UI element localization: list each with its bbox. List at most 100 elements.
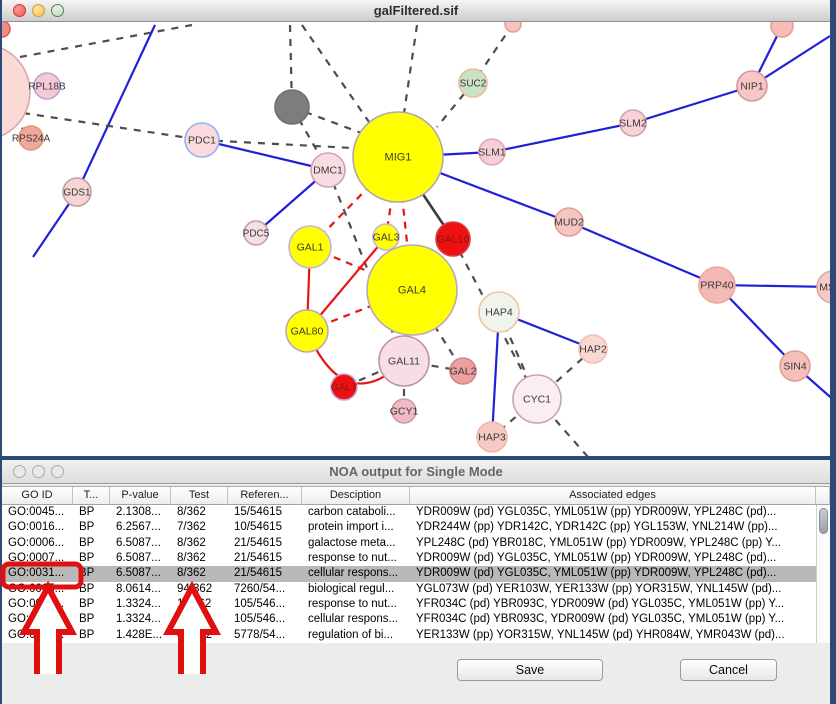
cell-r4-c3: 6.5087...: [116, 551, 161, 564]
node-MSL1[interactable]: [816, 270, 830, 304]
cell-r7-c3: 1.3324...: [116, 597, 161, 610]
node-label-GDS1: GDS1: [63, 188, 91, 199]
node-DMC1[interactable]: [310, 152, 346, 188]
minimize-button[interactable]: [32, 4, 45, 17]
node-GAL2[interactable]: [449, 357, 477, 385]
table-row-5[interactable]: GO:0031... BP 6.5087... 8/362 21/54615 cellul…: [2, 566, 816, 582]
column-header-p-value[interactable]: P-value: [110, 487, 171, 505]
node-label-SLM1: SLM1: [478, 147, 506, 159]
edge-blue: [632, 84, 753, 125]
network-canvas[interactable]: RPL18B RPS24A GDS1 PDC1 DMC1 MIG1 SUC2 SLM1 NIP1…: [2, 22, 830, 456]
node-GDS1[interactable]: [62, 177, 92, 207]
table-row-3[interactable]: GO:0006... BP 6.5087... 8/362 21/54615 galact…: [2, 535, 816, 551]
node-RPL18B[interactable]: [33, 72, 61, 100]
node-SLM2[interactable]: [619, 109, 647, 137]
node-GAL11[interactable]: [378, 335, 430, 387]
node-SIN4[interactable]: [779, 350, 811, 382]
node-topnode2[interactable]: [504, 22, 522, 33]
cell-r1-c6: carbon cataboli...: [308, 506, 396, 518]
table-header-row: GO ID T... P-value Test Referen... Desciption…: [2, 487, 830, 505]
cell-r4-c2: BP: [79, 551, 95, 564]
node-label-MSL1: MSL1: [819, 282, 830, 294]
cell-r3-c3: 6.5087...: [116, 536, 161, 549]
zoom-button[interactable]: [51, 4, 64, 17]
node-corner-red[interactable]: [2, 22, 11, 38]
column-header-t-[interactable]: T...: [73, 487, 110, 505]
node-label-CYC1: CYC1: [523, 394, 551, 406]
cell-r7-c6: response to nut...: [308, 597, 397, 610]
node-GAL1[interactable]: [288, 225, 332, 269]
node-HAP3[interactable]: [476, 421, 508, 453]
node-GAL80[interactable]: [285, 309, 329, 353]
node-gray-node[interactable]: [274, 89, 310, 125]
node-label-SUC2: SUC2: [460, 79, 487, 90]
node-label-RPS24A: RPS24A: [12, 134, 51, 145]
close-button[interactable]: [13, 4, 26, 17]
node-label-HAP2: HAP2: [579, 344, 607, 356]
node-SLM1[interactable]: [478, 138, 506, 166]
cell-r6-c1: GO:0065...: [8, 582, 65, 595]
node-RPS24A[interactable]: [18, 125, 44, 151]
node-label-HAP3: HAP3: [478, 432, 506, 444]
cell-r5-c1: GO:0031...: [8, 567, 65, 580]
node-GCY1[interactable]: [391, 398, 417, 424]
column-header-test[interactable]: Test: [171, 487, 228, 505]
cell-r8-c2: BP: [79, 613, 95, 626]
edge-blue: [568, 220, 718, 287]
column-header-associated-edges[interactable]: Associated edges: [410, 487, 816, 505]
node-PDC1[interactable]: [184, 122, 220, 158]
node-NIP1[interactable]: [736, 70, 768, 102]
node-GAL10[interactable]: [435, 221, 471, 257]
vertical-scrollbar[interactable]: [816, 505, 830, 643]
column-header-go-id[interactable]: GO ID: [2, 487, 73, 505]
table-row-1[interactable]: GO:0045... BP 2.1308... 8/362 15/54615 carbon…: [2, 505, 816, 521]
edge-dash: [491, 398, 538, 438]
node-GAL4[interactable]: [366, 244, 458, 336]
cell-r6-c7: YGL073W (pd) YER103W, YER133W (pp) YOR31…: [416, 582, 782, 595]
column-header-desciption[interactable]: Desciption: [302, 487, 410, 505]
node-CYC1[interactable]: [512, 374, 562, 424]
cell-r1-c3: 2.1308...: [116, 506, 161, 518]
node-label-GAL1: GAL1: [297, 242, 324, 254]
node-HAP4[interactable]: [478, 291, 520, 333]
cell-r9-c5: 5778/54...: [234, 628, 286, 641]
edge-dash: [19, 23, 193, 59]
node-HAP2[interactable]: [578, 334, 608, 364]
table-row-9[interactable]: GO:0050... BP 1.428E... 80/362 5778/54... reg…: [2, 627, 816, 643]
table-row-4[interactable]: GO:0007... BP 6.5087... 8/362 21/54615 respon…: [2, 550, 816, 567]
cell-r1-c5: 15/54615: [234, 506, 282, 518]
edge-dash: [436, 82, 474, 128]
node-MUD2[interactable]: [554, 207, 584, 237]
cell-r9-c7: YER133W (pp) YOR315W, YNL145W (pd) YHR08…: [416, 628, 785, 641]
edge-dash: [301, 24, 379, 136]
scrollbar-thumb[interactable]: [819, 508, 828, 534]
cell-r5-c2: BP: [79, 567, 95, 580]
save-button[interactable]: Save: [457, 659, 603, 681]
cell-r6-c2: BP: [79, 582, 95, 595]
node-big-left[interactable]: [2, 44, 31, 140]
node-GAL7[interactable]: [330, 373, 358, 401]
cell-r1-c1: GO:0045...: [8, 506, 65, 518]
minimize-button-inactive[interactable]: [32, 465, 45, 478]
column-header-referen-[interactable]: Referen...: [228, 487, 302, 505]
close-button-inactive[interactable]: [13, 465, 26, 478]
node-GAL3[interactable]: [372, 223, 400, 251]
table-row-2[interactable]: GO:0016... BP 6.2567... 7/362 10/54615 protei…: [2, 520, 816, 536]
network-window-titlebar[interactable]: galFiltered.sif: [2, 0, 830, 22]
zoom-button-inactive[interactable]: [51, 465, 64, 478]
noa-window-titlebar[interactable]: NOA output for Single Mode: [2, 460, 830, 484]
edge-blue: [490, 311, 501, 438]
node-MIG1[interactable]: [352, 111, 444, 203]
cancel-button[interactable]: Cancel: [680, 659, 777, 681]
node-topnode1[interactable]: [770, 22, 794, 38]
table-row-7[interactable]: GO:0031... BP 1.3324... 11/362 105/546... res…: [2, 596, 816, 613]
network-window: galFiltered.sif RPL18B RPS24A GDS1 PDC1 DMC1…: [2, 0, 830, 456]
node-SUC2[interactable]: [458, 68, 488, 98]
node-label-GAL2: GAL2: [450, 366, 477, 378]
table-row-8[interactable]: GO:0031... BP 1.3324... 11/362 105/546... cel…: [2, 612, 816, 628]
node-PRP40[interactable]: [698, 266, 736, 304]
table-row-6[interactable]: GO:0065... BP 8.0614... 94/362 7260/54... bio…: [2, 581, 816, 597]
column-header-scroll-corner: [816, 487, 830, 505]
node-PDC5[interactable]: [243, 220, 269, 246]
node-label-GAL10: GAL10: [437, 234, 470, 246]
